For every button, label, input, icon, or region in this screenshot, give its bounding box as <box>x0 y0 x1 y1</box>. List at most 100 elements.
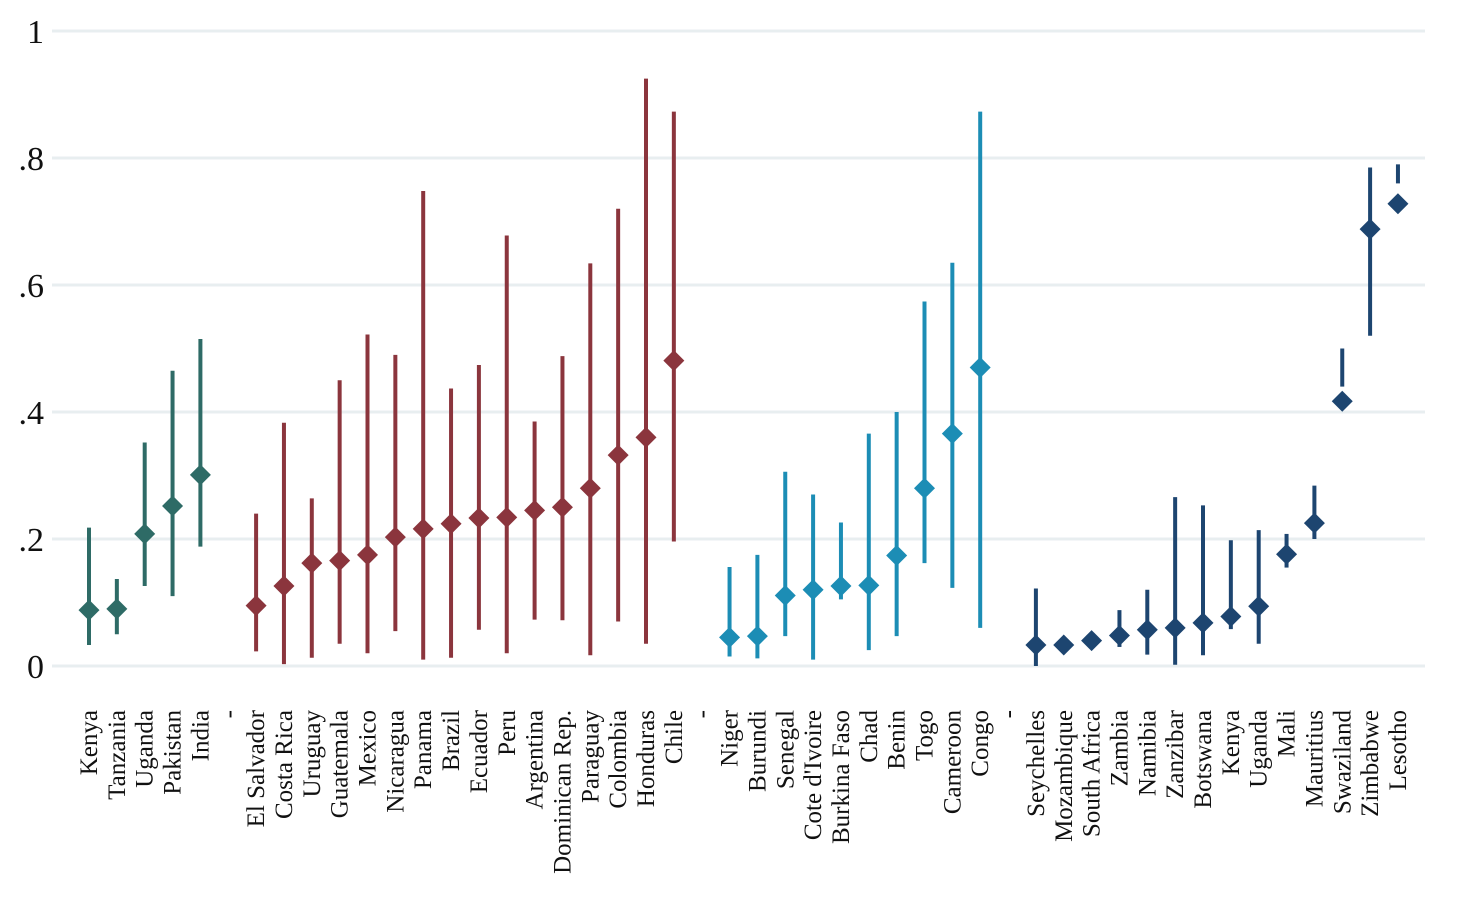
point-marker <box>496 506 518 528</box>
point-marker <box>1136 619 1158 641</box>
x-tick-label: Mali <box>1274 710 1301 757</box>
x-tick-label: Guatemala <box>327 710 354 818</box>
point-marker <box>134 523 156 545</box>
point-marker <box>969 357 991 379</box>
x-tick-label: Chad <box>856 710 883 763</box>
x-tick-label: Burundi <box>744 710 771 792</box>
point-marker <box>1276 543 1298 565</box>
point-marker <box>1081 630 1103 652</box>
point-marker <box>914 477 935 499</box>
x-tick-label: Uruguay <box>299 710 326 798</box>
point-marker <box>551 496 573 518</box>
point-marker <box>802 579 824 601</box>
point-marker <box>663 350 685 372</box>
x-tick-label: Senegal <box>772 710 799 789</box>
x-tick-label: Niger <box>717 709 744 767</box>
point-marker <box>746 625 768 647</box>
point-marker <box>1108 625 1130 647</box>
x-tick-label: El Salvador <box>243 709 270 827</box>
point-marker <box>301 552 323 574</box>
x-tick-label: Tanzania <box>104 710 131 800</box>
point-marker <box>245 595 267 617</box>
x-tick-label: Dominican Rep. <box>549 710 576 874</box>
x-tick-label: Costa Rica <box>271 710 298 819</box>
x-tick-label: - <box>689 710 716 718</box>
x-tick-label: Kenya <box>76 710 103 775</box>
x-tick-label: - <box>995 710 1022 718</box>
x-axis-tick-labels: Kenya Tanzania Uganda Pakistan India - El Salv… <box>76 709 1412 874</box>
point-marker <box>1331 390 1353 412</box>
x-tick-label: Namibia <box>1134 710 1161 796</box>
point-marker <box>1025 634 1047 656</box>
point-markers <box>78 193 1409 656</box>
point-marker <box>719 626 741 648</box>
x-tick-label: Zambia <box>1106 710 1133 786</box>
point-marker <box>607 444 629 466</box>
x-tick-label: South Africa <box>1079 710 1106 837</box>
x-tick-label: Nicaragua <box>382 710 409 813</box>
interval-lines <box>87 78 1400 666</box>
point-marker <box>886 545 908 567</box>
point-marker <box>858 574 880 596</box>
x-tick-label: Peru <box>494 710 521 756</box>
x-tick-label: Zanzibar <box>1162 709 1189 799</box>
x-tick-label: Panama <box>410 710 437 789</box>
point-marker <box>329 550 351 572</box>
x-tick-label: Mozambique <box>1051 710 1078 842</box>
x-tick-label: Brazil <box>438 710 465 771</box>
point-marker <box>440 513 462 535</box>
point-marker <box>1359 218 1381 240</box>
x-tick-label: Mauritius <box>1301 710 1328 807</box>
point-marker <box>830 575 852 597</box>
point-marker <box>189 464 211 486</box>
point-marker <box>162 495 184 517</box>
point-marker <box>1192 612 1214 634</box>
point-marker <box>1387 193 1409 215</box>
x-tick-label: Swaziland <box>1329 710 1356 815</box>
y-tick-label: .6 <box>19 268 45 305</box>
x-tick-label: India <box>187 710 214 761</box>
x-tick-label: - <box>215 710 242 718</box>
x-tick-label: Zimbabwe <box>1357 710 1384 817</box>
x-tick-label: Lesotho <box>1385 710 1412 791</box>
point-marker <box>635 426 657 448</box>
point-marker <box>941 423 963 445</box>
point-marker <box>78 599 100 621</box>
point-marker <box>1164 617 1186 639</box>
y-tick-label: 1 <box>27 14 44 51</box>
x-tick-label: Mexico <box>355 710 382 786</box>
y-tick-label: 0 <box>27 649 44 686</box>
x-tick-label: Uganda <box>132 710 159 788</box>
point-marker <box>106 598 128 620</box>
x-tick-label: Chile <box>661 710 688 764</box>
point-marker <box>273 575 295 597</box>
point-marker <box>579 477 601 499</box>
x-tick-label: Botswana <box>1190 710 1217 809</box>
point-marker <box>1053 634 1075 656</box>
x-tick-label: Seychelles <box>1023 710 1050 817</box>
y-tick-label: .2 <box>19 522 45 559</box>
point-marker <box>774 585 796 607</box>
x-tick-label: Congo <box>967 710 994 777</box>
x-tick-label: Kenya <box>1218 710 1245 775</box>
x-tick-label: Burkina Faso <box>828 710 855 844</box>
point-marker <box>468 507 490 529</box>
point-marker <box>412 518 434 540</box>
point-marker <box>1220 605 1242 627</box>
x-tick-label: Pakistan <box>160 710 187 795</box>
y-tick-label: .4 <box>19 395 45 432</box>
x-tick-label: Togo <box>912 710 939 761</box>
x-tick-label: Cameroon <box>939 710 966 815</box>
x-tick-label: Colombia <box>605 710 632 809</box>
x-tick-label: Benin <box>884 710 911 770</box>
x-tick-label: Paraguay <box>577 710 604 804</box>
x-tick-label: Honduras <box>633 710 660 807</box>
y-axis-tick-labels: 0 .2 .4 .6 .8 1 <box>19 14 45 686</box>
point-marker <box>524 499 546 521</box>
point-marker <box>357 544 378 566</box>
x-tick-label: Ecuador <box>466 709 493 793</box>
point-marker <box>1248 595 1270 617</box>
x-tick-label: Argentina <box>522 710 549 810</box>
point-marker <box>1303 512 1325 534</box>
